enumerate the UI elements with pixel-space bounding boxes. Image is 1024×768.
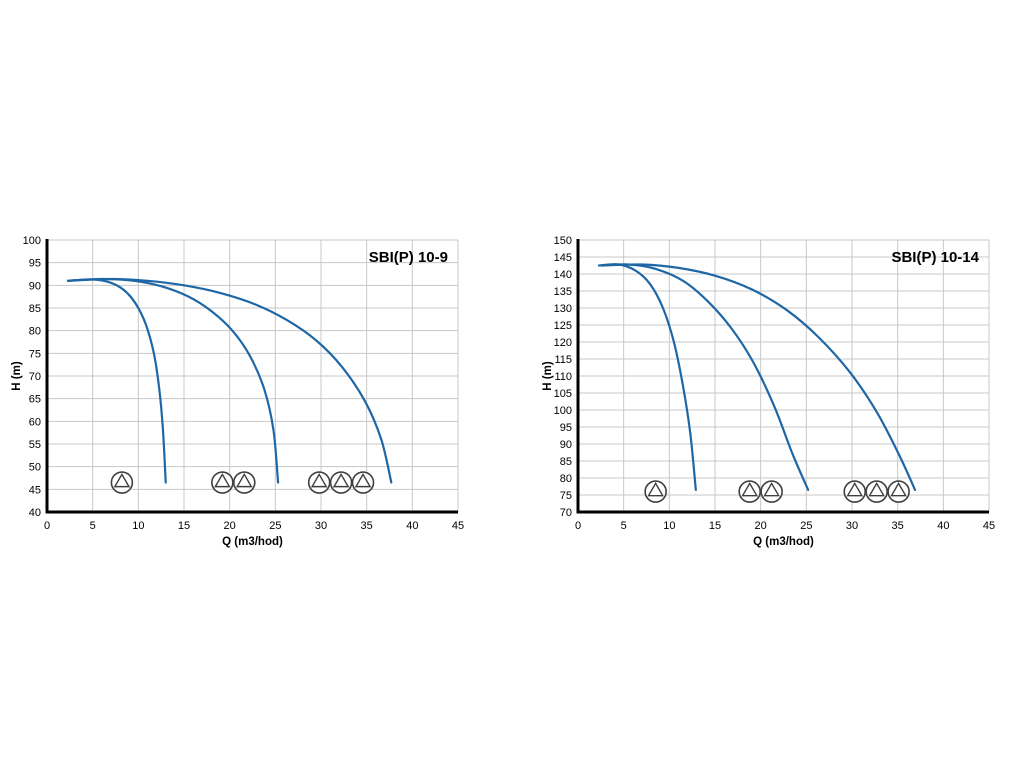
svg-text:135: 135 bbox=[554, 286, 572, 298]
svg-text:25: 25 bbox=[800, 520, 812, 532]
svg-text:45: 45 bbox=[452, 520, 464, 532]
svg-text:90: 90 bbox=[29, 280, 41, 292]
svg-text:0: 0 bbox=[575, 520, 581, 532]
svg-text:30: 30 bbox=[846, 520, 858, 532]
svg-text:75: 75 bbox=[29, 348, 41, 360]
svg-text:35: 35 bbox=[892, 520, 904, 532]
chart-sbip-10-14: 0 5 10 15 20 25 30 35 40 45 70 75 80 85 90 95 100 105 110 1… bbox=[536, 230, 1006, 552]
svg-text:5: 5 bbox=[621, 520, 627, 532]
svg-text:120: 120 bbox=[554, 337, 572, 349]
svg-text:70: 70 bbox=[560, 507, 572, 519]
svg-text:100: 100 bbox=[23, 235, 41, 247]
svg-text:50: 50 bbox=[29, 462, 41, 474]
svg-text:55: 55 bbox=[29, 439, 41, 451]
svg-text:45: 45 bbox=[983, 520, 995, 532]
svg-text:60: 60 bbox=[29, 416, 41, 428]
svg-text:80: 80 bbox=[560, 473, 572, 485]
svg-text:SBI(P) 10-14: SBI(P) 10-14 bbox=[891, 249, 979, 266]
chart-sbip-10-9: 0 5 10 15 20 25 30 35 40 45 40 45 50 55 60 65 70 75 80 85 90… bbox=[5, 230, 475, 552]
svg-text:H (m): H (m) bbox=[542, 361, 554, 391]
svg-text:40: 40 bbox=[29, 507, 41, 519]
svg-text:100: 100 bbox=[554, 405, 572, 417]
svg-text:105: 105 bbox=[554, 388, 572, 400]
svg-text:40: 40 bbox=[406, 520, 418, 532]
svg-text:15: 15 bbox=[709, 520, 721, 532]
svg-text:Q (m3/hod): Q (m3/hod) bbox=[222, 536, 283, 548]
svg-text:140: 140 bbox=[554, 269, 572, 281]
svg-text:145: 145 bbox=[554, 252, 572, 264]
pump-curve-chart-svg: 0 5 10 15 20 25 30 35 40 45 70 75 80 85 90 95 100 105 110 1… bbox=[542, 235, 995, 548]
svg-text:65: 65 bbox=[29, 394, 41, 406]
svg-text:110: 110 bbox=[554, 371, 572, 383]
svg-text:125: 125 bbox=[554, 320, 572, 332]
svg-text:75: 75 bbox=[560, 490, 572, 502]
svg-text:95: 95 bbox=[560, 422, 572, 434]
svg-text:0: 0 bbox=[44, 520, 50, 532]
svg-text:70: 70 bbox=[29, 371, 41, 383]
svg-text:SBI(P) 10-9: SBI(P) 10-9 bbox=[369, 249, 448, 266]
svg-text:5: 5 bbox=[90, 520, 96, 532]
svg-text:80: 80 bbox=[29, 326, 41, 338]
svg-text:10: 10 bbox=[663, 520, 675, 532]
svg-text:85: 85 bbox=[29, 303, 41, 315]
svg-text:130: 130 bbox=[554, 303, 572, 315]
svg-text:35: 35 bbox=[361, 520, 373, 532]
svg-text:115: 115 bbox=[554, 354, 572, 366]
svg-text:85: 85 bbox=[560, 456, 572, 468]
svg-text:25: 25 bbox=[269, 520, 281, 532]
svg-text:H (m): H (m) bbox=[11, 361, 23, 391]
svg-text:10: 10 bbox=[132, 520, 144, 532]
svg-text:20: 20 bbox=[755, 520, 767, 532]
svg-text:150: 150 bbox=[554, 235, 572, 247]
pump-curve-chart-svg: 0 5 10 15 20 25 30 35 40 45 40 45 50 55 60 65 70 75 80 85 90… bbox=[11, 235, 464, 548]
svg-text:90: 90 bbox=[560, 439, 572, 451]
svg-text:40: 40 bbox=[937, 520, 949, 532]
svg-text:95: 95 bbox=[29, 258, 41, 270]
svg-text:20: 20 bbox=[224, 520, 236, 532]
svg-text:45: 45 bbox=[29, 484, 41, 496]
svg-text:Q (m3/hod): Q (m3/hod) bbox=[753, 536, 814, 548]
svg-text:30: 30 bbox=[315, 520, 327, 532]
svg-text:15: 15 bbox=[178, 520, 190, 532]
